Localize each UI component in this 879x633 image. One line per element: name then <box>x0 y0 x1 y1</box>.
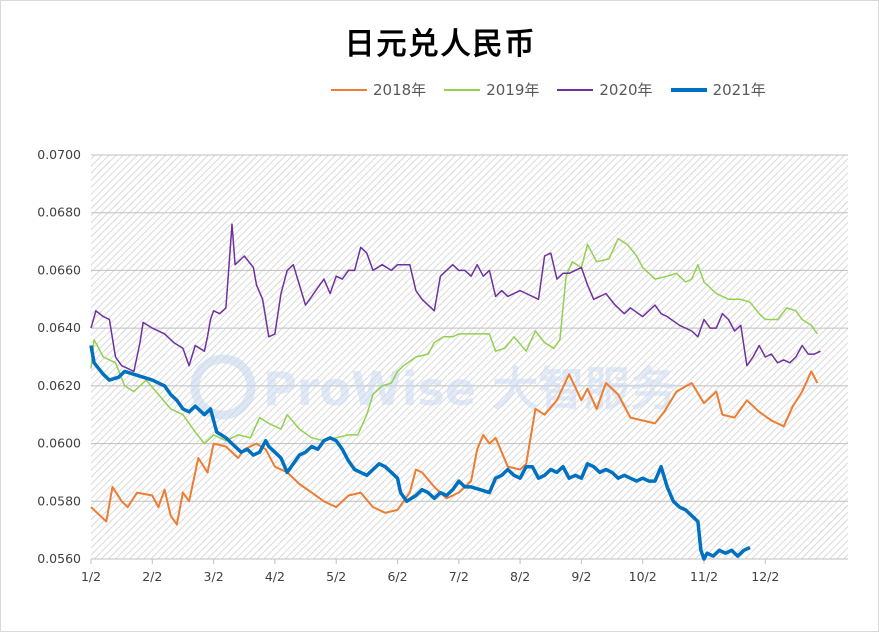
series-line-3 <box>89 345 751 561</box>
x-tick-label: 4/2 <box>265 569 285 584</box>
y-tick-label: 0.0640 <box>37 320 81 335</box>
y-tick-label: 0.0660 <box>37 262 81 277</box>
x-tick-label: 2/2 <box>142 569 162 584</box>
watermark-logo-icon <box>190 354 256 420</box>
y-tick-label: 0.0680 <box>37 205 81 220</box>
legend-label-2018: 2018年 <box>373 81 427 99</box>
legend-item-2020: 2020年 <box>557 79 653 100</box>
legend-item-2019: 2019年 <box>444 79 539 100</box>
x-tick-label: 7/2 <box>449 569 469 584</box>
legend-label-2019: 2019年 <box>486 81 540 99</box>
legend-label-2021: 2021年 <box>712 81 766 99</box>
x-tick-label: 8/2 <box>510 569 530 584</box>
x-tick-label: 6/2 <box>387 569 407 584</box>
legend-swatch-2020 <box>557 88 594 91</box>
legend-label-2020: 2020年 <box>599 81 653 99</box>
series-line-2 <box>90 223 821 373</box>
y-tick-label: 0.0700 <box>37 147 81 162</box>
legend-swatch-2018 <box>331 88 367 91</box>
series-line-1 <box>90 237 819 445</box>
x-tick-label: 9/2 <box>571 569 591 584</box>
x-tick-label: 10/2 <box>629 569 657 584</box>
legend-swatch-2019 <box>444 88 481 91</box>
y-tick-label: 0.0580 <box>37 493 81 508</box>
x-tick-label: 1/2 <box>81 569 101 584</box>
x-tick-label: 12/2 <box>751 569 779 584</box>
x-tick-label: 11/2 <box>690 569 718 584</box>
plot-area <box>91 155 848 559</box>
chart-title: 日元兑人民币 <box>344 27 537 62</box>
legend-item-2021: 2021年 <box>670 79 766 100</box>
y-tick-label: 0.0600 <box>37 436 81 451</box>
x-tick-label: 5/2 <box>326 569 346 584</box>
y-tick-label: 0.0620 <box>37 378 81 393</box>
x-tick-label: 3/2 <box>204 569 224 584</box>
watermark-text: ProWise 大智服务 <box>263 362 676 416</box>
watermark: ProWise 大智服务 <box>190 354 676 420</box>
legend-swatch-2021 <box>670 87 707 92</box>
chart-legend: 2018年 2019年 2020年 2021年 <box>331 79 766 100</box>
legend-item-2018: 2018年 <box>331 79 426 100</box>
y-tick-label: 0.0560 <box>37 551 81 566</box>
